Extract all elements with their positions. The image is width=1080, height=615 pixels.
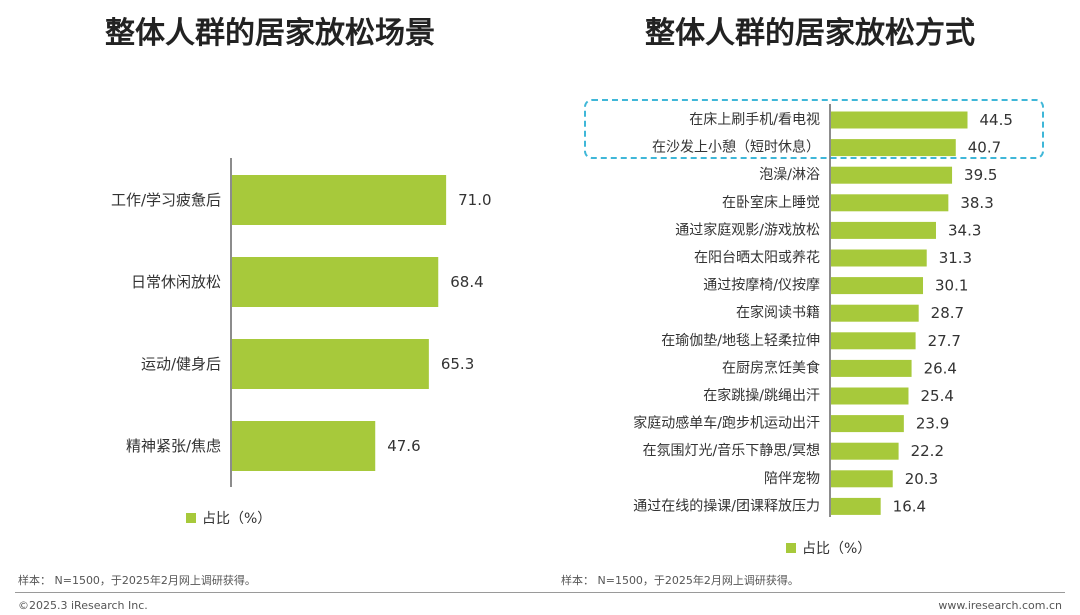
- method-bar-chart: 在床上刷手机/看电视 44.5 在沙发上小憩（短时休息） 40.7 泡澡/淋浴 39.5 在…: [633, 104, 1013, 517]
- bar: [232, 257, 439, 307]
- value-label: 39.5: [964, 166, 997, 184]
- bar: [831, 111, 968, 129]
- sample-note-right: 样本： N=1500，于2025年2月网上调研获得。: [561, 574, 799, 587]
- bar: [232, 175, 447, 225]
- category-label: 在卧室床上睡觉: [722, 194, 820, 211]
- category-label: 在厨房烹饪美食: [722, 359, 820, 376]
- value-label: 20.3: [905, 470, 938, 488]
- value-label: 31.3: [939, 249, 972, 267]
- value-label: 68.4: [450, 273, 483, 291]
- value-label: 25.4: [920, 387, 953, 405]
- value-label: 16.4: [893, 497, 926, 515]
- category-label: 精神紧张/焦虑: [126, 437, 221, 455]
- bar: [831, 304, 919, 322]
- bar: [831, 194, 949, 212]
- bar: [831, 359, 912, 377]
- value-label: 34.3: [948, 221, 981, 239]
- bar: [831, 166, 953, 184]
- value-label: 40.7: [968, 139, 1001, 157]
- category-label: 通过在线的操课/团课释放压力: [633, 498, 820, 514]
- category-label: 泡澡/淋浴: [759, 167, 820, 183]
- category-label: 在氛围灯光/音乐下静思/冥想: [643, 442, 820, 459]
- category-label: 在家跳操/跳绳出汗: [703, 387, 820, 404]
- value-label: 38.3: [960, 194, 993, 212]
- legend-label: 占比（%）: [202, 511, 272, 527]
- category-label: 通过按摩椅/仪按摩: [703, 277, 820, 294]
- right-chart-title: 整体人群的居家放松方式: [645, 16, 975, 51]
- category-label: 运动/健身后: [141, 355, 221, 373]
- bar: [831, 415, 904, 433]
- category-label: 在沙发上小憩（短时休息）: [652, 139, 820, 156]
- right-legend: 占比（%）: [786, 538, 871, 558]
- highlight-dashed-box: [584, 99, 1044, 159]
- category-label: 通过家庭观影/游戏放松: [675, 221, 820, 238]
- category-label: 在阳台晒太阳或养花: [694, 250, 820, 266]
- footer-copyright: ©2025.3 iResearch Inc.: [18, 599, 148, 612]
- value-label: 22.2: [911, 442, 944, 460]
- footer-website: www.iresearch.com.cn: [938, 599, 1062, 612]
- value-label: 44.5: [980, 111, 1013, 129]
- bar: [831, 442, 899, 460]
- value-label: 26.4: [924, 359, 957, 377]
- bar: [831, 332, 916, 350]
- legend-swatch: [786, 543, 796, 553]
- category-label: 在家阅读书籍: [736, 304, 820, 321]
- bar: [232, 339, 429, 389]
- left-chart-title: 整体人群的居家放松场景: [105, 16, 435, 51]
- footer-divider: [15, 592, 1065, 593]
- value-label: 27.7: [928, 332, 961, 350]
- category-label: 陪伴宠物: [764, 471, 820, 487]
- bar: [831, 497, 881, 515]
- category-label: 工作/学习疲惫后: [111, 191, 221, 209]
- legend-swatch: [186, 513, 196, 523]
- bar: [831, 470, 893, 488]
- category-label: 在床上刷手机/看电视: [689, 112, 820, 128]
- bar: [831, 221, 936, 239]
- value-label: 30.1: [935, 277, 968, 295]
- scenario-bar-chart: 工作/学习疲惫后 71.0 日常休闲放松 68.4 运动/健身后 65.3 精神紧张/焦虑 4…: [111, 158, 492, 487]
- left-legend: 占比（%）: [186, 508, 271, 528]
- category-label: 在瑜伽垫/地毯上轻柔拉伸: [661, 333, 820, 349]
- category-label: 日常休闲放松: [131, 273, 221, 291]
- bar: [831, 277, 924, 295]
- legend-label: 占比（%）: [802, 541, 872, 557]
- value-label: 28.7: [931, 304, 964, 322]
- category-label: 家庭动感单车/跑步机运动出汗: [633, 415, 820, 432]
- bar: [232, 421, 376, 471]
- value-label: 71.0: [458, 191, 491, 209]
- value-label: 47.6: [387, 437, 420, 455]
- bar: [831, 249, 927, 267]
- bar: [831, 387, 909, 405]
- sample-note-left: 样本： N=1500，于2025年2月网上调研获得。: [18, 574, 256, 587]
- bar: [831, 139, 956, 157]
- value-label: 65.3: [441, 355, 474, 373]
- value-label: 23.9: [916, 415, 949, 433]
